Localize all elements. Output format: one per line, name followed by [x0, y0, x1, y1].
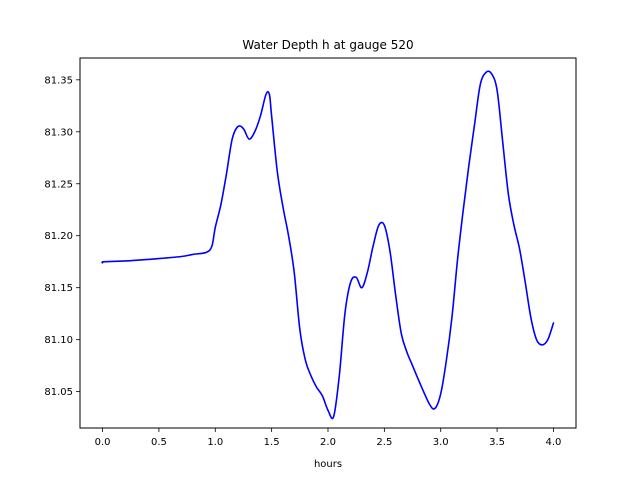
x-axis: 0.0 0.5 1.0 1.5 2.0 2.5 3.0 3.5 4.0 [95, 428, 562, 448]
y-tick-label: 81.30 [44, 127, 73, 138]
x-tick-label: 3.0 [433, 437, 449, 448]
chart-title: Water Depth h at gauge 520 [242, 38, 413, 52]
axes-frame [79, 57, 577, 429]
x-tick-label: 2.5 [376, 437, 392, 448]
x-tick-label: 0.5 [151, 437, 167, 448]
x-tick-label: 0.0 [95, 437, 111, 448]
x-tick-label: 3.5 [489, 437, 505, 448]
y-tick-label: 81.20 [44, 231, 73, 242]
series-line-1 [101, 70, 555, 420]
y-axis: 81.05 81.10 81.15 81.20 81.25 81.30 81.35 [44, 75, 80, 398]
y-tick-label: 81.15 [44, 283, 73, 294]
y-tick-label: 81.25 [44, 179, 73, 190]
y-tick-label: 81.10 [44, 335, 73, 346]
x-tick-label: 2.0 [320, 437, 336, 448]
x-tick-label: 1.0 [207, 437, 223, 448]
y-tick-label: 81.35 [44, 75, 73, 86]
x-axis-title: hours [314, 459, 342, 470]
x-tick-label: 1.5 [264, 437, 280, 448]
y-tick-label: 81.05 [44, 387, 73, 398]
plot-area [101, 70, 555, 420]
x-tick-label: 4.0 [546, 437, 562, 448]
